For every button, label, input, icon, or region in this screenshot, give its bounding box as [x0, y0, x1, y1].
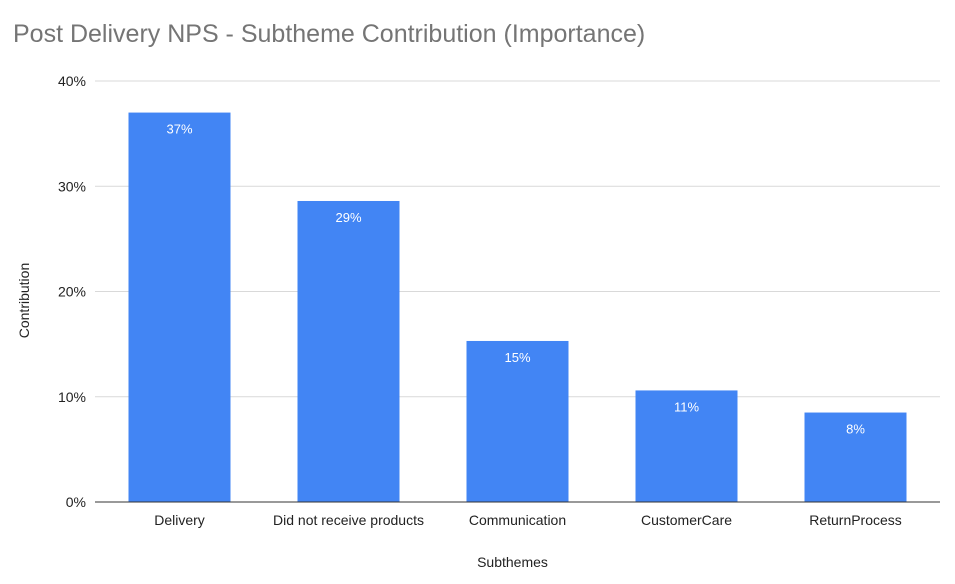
bar-data-label: 15%	[504, 350, 530, 365]
bar-data-label: 29%	[335, 210, 361, 225]
y-tick-label: 20%	[58, 284, 86, 300]
y-tick-label: 10%	[58, 389, 86, 405]
x-tick-label: CustomerCare	[641, 512, 732, 528]
bar[interactable]	[804, 412, 907, 502]
y-tick-label: 40%	[58, 73, 86, 89]
x-axis-categories: Delivery Did not receive products Communic…	[154, 512, 902, 528]
x-tick-label: Delivery	[154, 512, 205, 528]
gridlines	[95, 80, 940, 398]
bar-data-label: 37%	[166, 122, 192, 137]
x-tick-label: ReturnProcess	[809, 512, 902, 528]
bar-data-label: 8%	[846, 422, 865, 437]
data-labels: 37% 29% 15% 11% 8%	[166, 122, 865, 437]
y-tick-label: 0%	[66, 494, 86, 510]
y-tick-label: 30%	[58, 178, 86, 194]
bars	[128, 112, 907, 503]
chart-title: Post Delivery NPS - Subtheme Contributio…	[13, 20, 646, 48]
y-axis-title: Contribution	[16, 263, 32, 339]
y-axis-ticks: 0% 10% 20% 30% 40%	[58, 73, 86, 510]
x-tick-label: Did not receive products	[273, 512, 424, 528]
bar[interactable]	[635, 390, 738, 502]
bar[interactable]	[297, 200, 400, 503]
bar[interactable]	[466, 340, 569, 502]
x-axis-title: Subthemes	[477, 554, 548, 570]
bar-data-label: 11%	[674, 399, 699, 414]
bar[interactable]	[128, 112, 231, 502]
x-tick-label: Communication	[469, 512, 566, 528]
